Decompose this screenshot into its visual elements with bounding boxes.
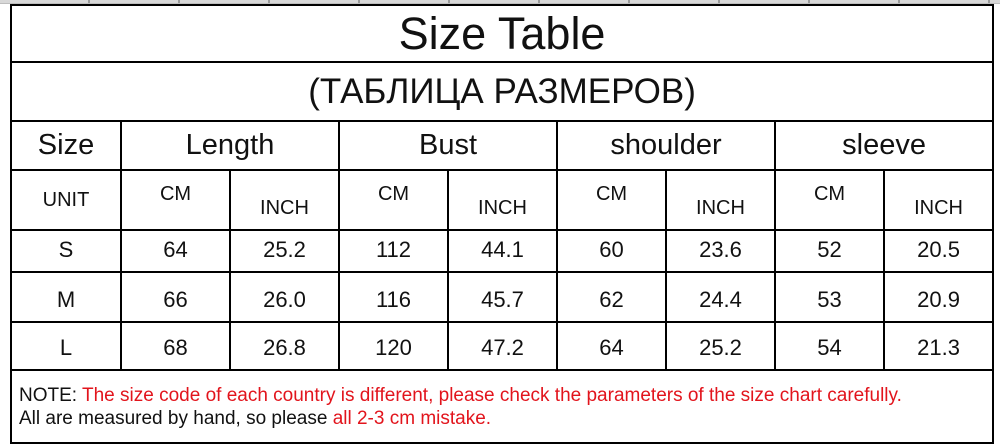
value-cell: 64 <box>120 229 231 273</box>
value-cell: 26.8 <box>229 321 340 371</box>
value-cell: 21.3 <box>882 321 995 371</box>
table-row-m: M 66 26.0 116 45.7 62 24.4 53 20.9 <box>10 271 995 323</box>
unit-cell-sleeve-cm: CM <box>774 169 885 231</box>
value-cell: 23.6 <box>665 229 776 273</box>
value-cell: 25.2 <box>665 321 776 371</box>
size-table: Size Table (ТАБЛИЦА РАЗМЕРОВ) Size Lengt… <box>9 4 995 444</box>
column-header-bust: Bust <box>338 120 558 171</box>
note: NOTE: The size code of each country is d… <box>9 369 995 444</box>
value-cell: 66 <box>120 271 231 323</box>
table-row-s: S 64 25.2 112 44.1 60 23.6 52 20.5 <box>10 229 995 273</box>
unit-cell-bust-cm: CM <box>338 169 449 231</box>
unit-header-cell: UNIT <box>10 169 122 231</box>
value-cell: 24.4 <box>665 271 776 323</box>
unit-cell-shoulder-inch: INCH <box>665 169 776 231</box>
size-label: L <box>10 321 122 371</box>
note-row: NOTE: The size code of each country is d… <box>9 369 995 444</box>
value-cell: 53 <box>774 271 885 323</box>
size-label: S <box>10 229 122 273</box>
value-cell: 20.5 <box>882 229 995 273</box>
column-header-size: Size <box>10 120 122 171</box>
size-label: M <box>10 271 122 323</box>
value-cell: 120 <box>338 321 449 371</box>
value-cell: 54 <box>774 321 885 371</box>
unit-cell-length-cm: CM <box>120 169 231 231</box>
value-cell: 62 <box>556 271 667 323</box>
column-header-length: Length <box>120 120 340 171</box>
spreadsheet-edge-strip <box>0 0 1000 4</box>
unit-row: UNIT CM INCH CM INCH CM INCH CM INCH <box>10 169 995 231</box>
subtitle-row: (ТАБЛИЦА РАЗМЕРОВ) <box>9 61 995 122</box>
note-line2-black-text: All are measured by hand, so please <box>19 408 333 429</box>
note-line-1: NOTE: The size code of each country is d… <box>19 384 986 407</box>
column-header-sleeve: sleeve <box>773 120 995 171</box>
value-cell: 26.0 <box>229 271 340 323</box>
note-line1-red-text: The size code of each country is differe… <box>82 385 902 406</box>
value-cell: 45.7 <box>447 271 558 323</box>
unit-cell-bust-inch: INCH <box>447 169 558 231</box>
column-header-shoulder: shoulder <box>556 120 776 171</box>
table-subtitle: (ТАБЛИЦА РАЗМЕРОВ) <box>9 61 995 122</box>
value-cell: 25.2 <box>229 229 340 273</box>
table-row-l: L 68 26.8 120 47.2 64 25.2 54 21.3 <box>10 321 995 371</box>
value-cell: 52 <box>774 229 885 273</box>
value-cell: 64 <box>556 321 667 371</box>
unit-cell-length-inch: INCH <box>229 169 340 231</box>
note-label: NOTE: <box>19 385 82 406</box>
value-cell: 68 <box>120 321 231 371</box>
value-cell: 20.9 <box>882 271 995 323</box>
value-cell: 44.1 <box>447 229 558 273</box>
title-row: Size Table <box>9 4 995 63</box>
unit-cell-shoulder-cm: CM <box>556 169 667 231</box>
value-cell: 116 <box>338 271 449 323</box>
note-line-2: All are measured by hand, so please all … <box>19 407 986 430</box>
table-title: Size Table <box>9 4 995 63</box>
value-cell: 112 <box>338 229 449 273</box>
note-line2-red-text: all 2-3 cm mistake. <box>332 408 492 429</box>
value-cell: 60 <box>556 229 667 273</box>
header-row: Size Length Bust shoulder sleeve <box>10 120 995 171</box>
value-cell: 47.2 <box>447 321 558 371</box>
unit-cell-sleeve-inch: INCH <box>882 169 995 231</box>
